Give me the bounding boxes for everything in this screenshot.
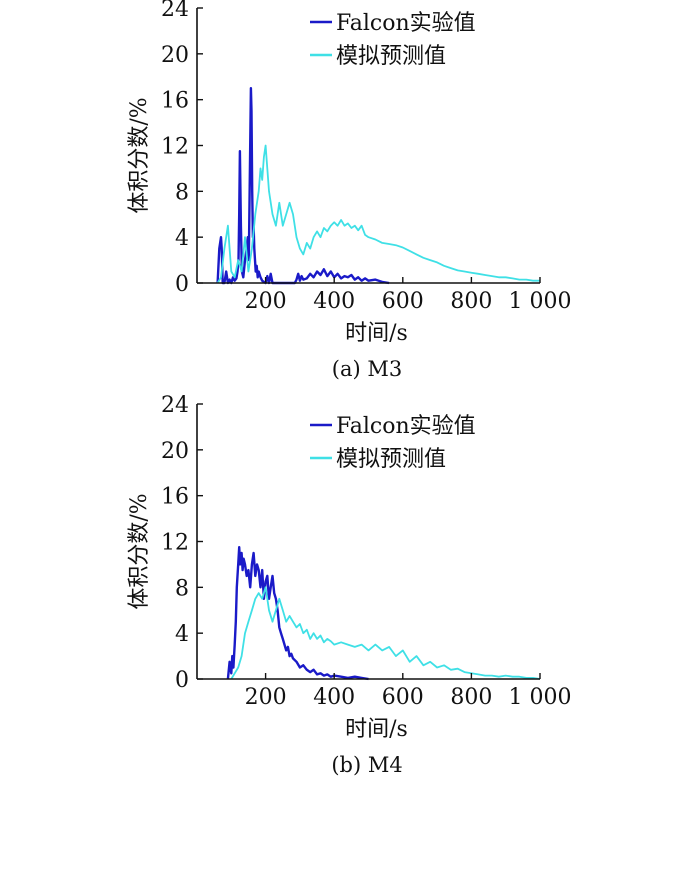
y-axis-label: 体积分数/% — [127, 493, 152, 609]
legend-label-simulation: 模拟预测值 — [336, 447, 446, 472]
x-tick-label: 1 000 — [509, 289, 572, 314]
x-tick-label: 1 000 — [509, 685, 572, 710]
y-tick-label: 24 — [161, 393, 189, 418]
y-tick-label: 16 — [161, 89, 189, 114]
legend-label-experiment: Falcon实验值 — [336, 11, 476, 36]
y-tick-label: 8 — [175, 180, 189, 205]
y-tick-label: 8 — [175, 576, 189, 601]
x-tick-label: 800 — [450, 685, 492, 710]
y-tick-label: 16 — [161, 485, 189, 510]
x-axis-label: 时间/s — [345, 717, 408, 742]
y-tick-label: 20 — [161, 43, 189, 68]
x-tick-label: 400 — [313, 289, 355, 314]
series-line-experiment — [226, 546, 369, 681]
x-tick-label: 600 — [382, 289, 424, 314]
y-tick-label: 12 — [161, 135, 189, 160]
legend-label-simulation: 模拟预测值 — [336, 44, 446, 69]
x-tick-label: 800 — [450, 289, 492, 314]
chart-caption: (a) M3 — [332, 357, 402, 381]
y-tick-label: 0 — [175, 668, 189, 693]
chart-caption: (b) M4 — [331, 753, 402, 777]
y-tick-label: 20 — [161, 439, 189, 464]
series-line-simulation — [216, 144, 540, 284]
y-tick-label: 12 — [161, 531, 189, 556]
y-axis-label: 体积分数/% — [127, 97, 152, 213]
series-line-simulation — [230, 586, 541, 680]
series-line-experiment — [216, 86, 390, 285]
x-axis-label: 时间/s — [345, 321, 408, 346]
x-tick-label: 600 — [382, 685, 424, 710]
legend-label-experiment: Falcon实验值 — [336, 414, 476, 439]
y-tick-label: 4 — [175, 226, 189, 251]
x-tick-label: 200 — [245, 289, 287, 314]
y-tick-label: 24 — [161, 0, 189, 22]
chart-panel-m4: 0 4 8 12 16 20 24 200 400 600 800 1 000 时间/s 体积分数/% Fa… — [127, 393, 571, 777]
x-tick-label: 200 — [245, 685, 287, 710]
y-tick-label: 0 — [175, 272, 189, 297]
x-tick-label: 400 — [313, 685, 355, 710]
y-tick-label: 4 — [175, 622, 189, 647]
chart-panel-m3: 0 4 8 12 16 20 24 200 400 600 800 1 000 时间/s 体积分数/% Fa… — [127, 0, 571, 381]
